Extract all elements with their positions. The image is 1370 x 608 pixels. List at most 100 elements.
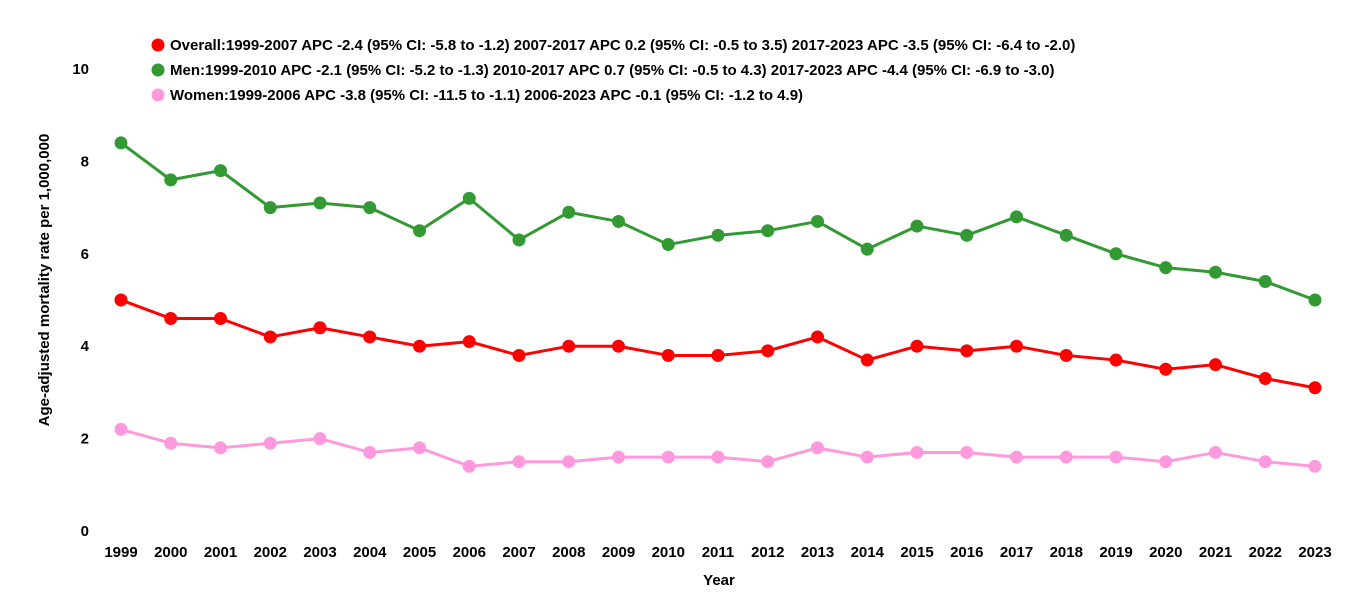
x-tick-label: 2021 (1199, 544, 1232, 561)
y-tick-label: 0 (81, 523, 89, 540)
x-tick-label: 2020 (1149, 544, 1182, 561)
legend-marker (151, 38, 165, 52)
data-point (860, 242, 874, 256)
data-point (1209, 445, 1222, 459)
series-3 (114, 422, 1322, 473)
y-tick-label: 10 (72, 61, 89, 78)
data-point (711, 228, 725, 242)
data-point (114, 422, 128, 436)
legend-item: Women:1999-2006 APC -3.8 (95% CI: -11.5 … (151, 87, 803, 104)
legend-item: Overall:1999-2007 APC -2.4 (95% CI: -5.8… (151, 37, 1075, 54)
series-1 (114, 293, 1322, 395)
legend-label: Men:1999-2010 APC -2.1 (95% CI: -5.2 to … (170, 62, 1055, 79)
x-tick-label: 2014 (851, 544, 885, 561)
data-point (1010, 210, 1023, 224)
y-axis: Age-adjusted mortality rate per 1,000,00… (36, 61, 90, 540)
data-point (363, 201, 377, 215)
data-point (1010, 339, 1023, 353)
data-point (1308, 381, 1322, 395)
data-point (811, 441, 824, 455)
x-tick-label: 2018 (1050, 544, 1083, 561)
data-point (661, 238, 675, 252)
series-group (114, 136, 1322, 473)
data-point (313, 196, 327, 210)
data-point (413, 224, 426, 238)
data-point (214, 164, 227, 178)
data-point (512, 348, 526, 362)
y-tick-label: 2 (81, 431, 89, 448)
data-point (960, 228, 974, 242)
data-point (661, 348, 675, 362)
y-tick-label: 4 (81, 338, 90, 355)
data-point (363, 330, 377, 344)
data-point (761, 224, 775, 238)
data-point (363, 445, 377, 459)
data-point (214, 441, 227, 455)
data-point (1059, 450, 1073, 464)
data-point (860, 353, 874, 367)
series-line (120, 298, 1316, 390)
x-tick-label: 2006 (453, 544, 486, 561)
x-tick-label: 2017 (1000, 544, 1033, 561)
data-point (1109, 450, 1123, 464)
data-point (462, 191, 476, 205)
x-tick-label: 2000 (154, 544, 187, 561)
legend-label: Women:1999-2006 APC -3.8 (95% CI: -11.5 … (170, 87, 803, 104)
x-tick-label: 2008 (552, 544, 585, 561)
data-point (612, 450, 625, 464)
y-axis-title: Age-adjusted mortality rate per 1,000,00… (36, 134, 53, 427)
data-point (1159, 261, 1173, 275)
data-point (910, 339, 924, 353)
x-tick-label: 2016 (950, 544, 983, 561)
data-point (1059, 228, 1073, 242)
data-point (1159, 362, 1173, 376)
data-point (1159, 455, 1173, 469)
legend-marker (151, 63, 165, 77)
x-axis: Year 1999 2000 2001 2002 2003 2004 2005 2006 200… (104, 544, 1331, 589)
data-point (711, 348, 725, 362)
data-point (462, 335, 476, 349)
x-tick-label: 2011 (702, 544, 735, 561)
data-point (1308, 293, 1322, 307)
x-axis-title: Year (703, 572, 735, 589)
data-point (1059, 348, 1073, 362)
data-point (811, 214, 824, 228)
data-point (562, 205, 576, 219)
data-point (1010, 450, 1023, 464)
data-point (164, 173, 178, 187)
x-tick-label: 2009 (602, 544, 635, 561)
data-point (214, 311, 227, 325)
x-tick-label: 2022 (1249, 544, 1282, 561)
data-point (860, 450, 874, 464)
data-point (313, 432, 327, 446)
data-point (761, 455, 775, 469)
data-point (512, 455, 526, 469)
x-tick-label: 2003 (303, 544, 336, 561)
series-line (120, 141, 1316, 302)
data-point (910, 219, 924, 233)
x-tick-label: 2023 (1298, 544, 1331, 561)
data-point (711, 450, 725, 464)
data-point (413, 441, 426, 455)
data-point (562, 339, 576, 353)
data-point (1258, 455, 1272, 469)
legend-item: Men:1999-2010 APC -2.1 (95% CI: -5.2 to … (151, 62, 1055, 79)
data-point (1209, 265, 1222, 279)
data-point (512, 233, 526, 247)
data-point (612, 214, 625, 228)
data-point (761, 344, 775, 358)
data-point (1109, 247, 1123, 261)
data-point (313, 321, 327, 335)
x-tick-label: 2015 (900, 544, 933, 561)
data-point (612, 339, 625, 353)
legend-marker (151, 88, 165, 102)
data-point (562, 455, 576, 469)
data-point (164, 436, 178, 450)
data-point (1258, 275, 1272, 289)
data-point (114, 293, 128, 307)
x-tick-label: 1999 (104, 544, 137, 561)
data-point (661, 450, 675, 464)
data-point (1109, 353, 1123, 367)
